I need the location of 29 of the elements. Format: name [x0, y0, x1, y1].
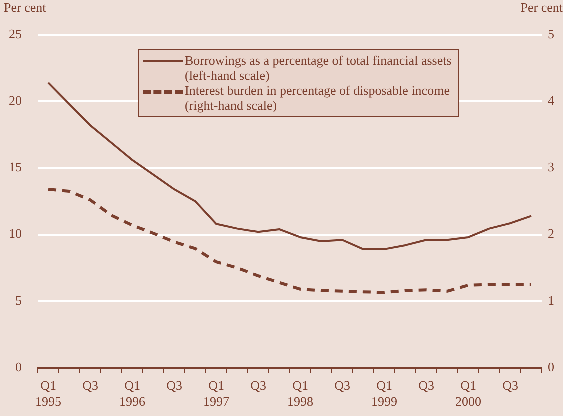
x-tick-label: Q1 2000: [456, 378, 482, 409]
y2-axis-title: Per cent: [520, 0, 563, 15]
x-tick-label: Q3: [418, 378, 434, 394]
x-tick-label: Q3: [82, 378, 98, 394]
x-tick-label: Q1 1995: [36, 378, 62, 409]
y-tick-label: 5: [16, 292, 22, 308]
y2-tick-label: 2: [548, 226, 554, 242]
y2-tick-label: 0: [548, 359, 554, 374]
x-tick-label: Q1 1999: [372, 378, 398, 409]
x-tick-label: Q3: [502, 378, 518, 394]
y-tick-label: 15: [9, 160, 22, 175]
x-tick-label: Q1 1996: [120, 378, 146, 409]
x-tick-label: Q1 1997: [204, 378, 230, 409]
line-series: [47, 188, 533, 294]
y-tick-label: 25: [9, 26, 22, 42]
legend-label: Borrowings as a percentage of total financial assets (left-hand scale): [185, 53, 452, 83]
legend-label: Interest burden in percentage of disposable income (right-hand scale): [185, 83, 450, 113]
y2-tick-label: 1: [548, 292, 554, 308]
y-tick-label: 0: [16, 359, 22, 374]
y2-tick-label: 3: [548, 160, 554, 175]
x-tick-label: Q3: [166, 378, 182, 394]
y2-tick-label: 5: [548, 26, 554, 42]
y-tick-label: 20: [9, 93, 22, 108]
y2-tick-label: 4: [548, 93, 555, 108]
x-tick-label: Q3: [250, 378, 266, 394]
y-tick-label: 10: [9, 226, 22, 242]
x-tick-label: Q1 1998: [288, 378, 314, 409]
x-tick-label: Q3: [334, 378, 350, 394]
y-axis-title: Per cent: [4, 0, 47, 15]
